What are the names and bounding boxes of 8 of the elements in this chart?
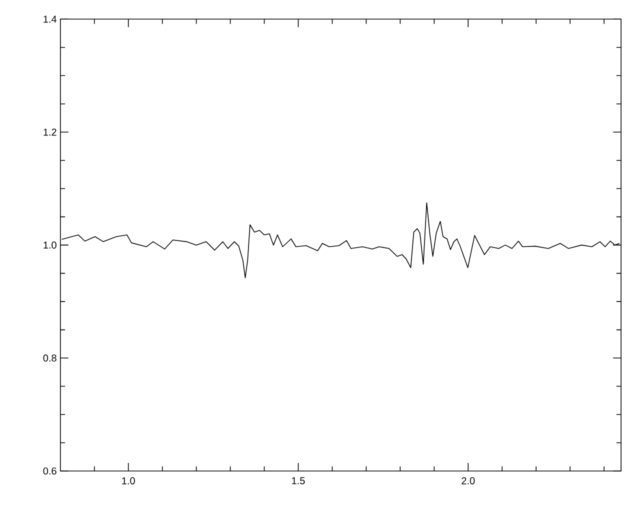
y-tick-label: 0.8 (43, 354, 56, 362)
y-tick-label: 1.0 (44, 242, 56, 249)
x-tick-label: 2.0 (462, 477, 475, 484)
y-tick-label: 1.4 (44, 16, 57, 23)
y-tick-label: 1.2 (44, 128, 56, 136)
y-tick-label: 0.6 (43, 467, 56, 475)
x-tick-label: 1.5 (292, 477, 305, 484)
x-tick-label: 1.0 (122, 477, 135, 484)
